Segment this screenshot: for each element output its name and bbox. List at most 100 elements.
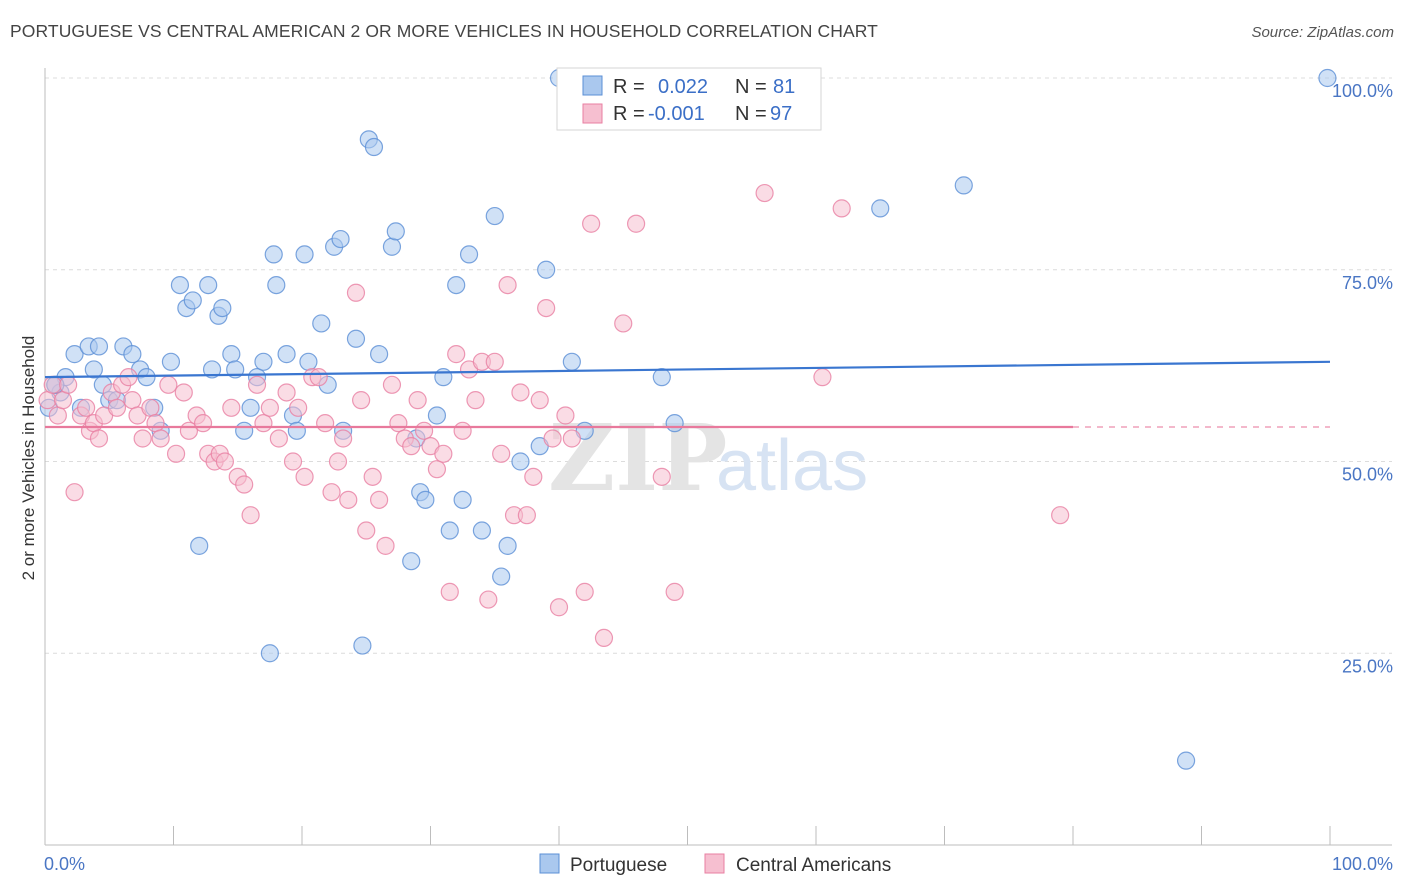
legend-r-label: R = xyxy=(613,76,645,98)
point-portuguese xyxy=(453,490,472,509)
point-central-americans xyxy=(235,475,254,494)
y-tick-label: 50.0% xyxy=(1342,465,1393,485)
point-portuguese xyxy=(511,452,530,471)
point-portuguese xyxy=(137,368,156,387)
point-central-americans xyxy=(524,467,543,486)
legend-n-value-portuguese: 81 xyxy=(773,76,795,98)
point-central-americans xyxy=(755,183,774,203)
point-portuguese xyxy=(537,260,556,279)
point-central-americans xyxy=(382,375,402,394)
point-central-americans xyxy=(254,414,273,433)
point-portuguese xyxy=(382,237,402,256)
point-central-americans xyxy=(389,414,408,433)
watermark-atlas: atlas xyxy=(716,426,868,506)
point-central-americans xyxy=(575,582,594,601)
bottom-legend-swatch-portuguese xyxy=(539,853,560,874)
point-portuguese xyxy=(472,521,491,540)
point-portuguese xyxy=(89,337,109,356)
bottom-legend-label-portuguese: Portuguese xyxy=(570,855,667,876)
point-central-americans xyxy=(562,429,581,448)
point-central-americans xyxy=(107,398,127,417)
point-central-americans xyxy=(427,460,447,479)
point-portuguese xyxy=(161,352,181,371)
point-portuguese xyxy=(485,206,504,226)
point-central-americans xyxy=(352,391,371,410)
bottom-legend-label-central-americans: Central Americans xyxy=(736,855,891,876)
point-central-americans xyxy=(537,299,556,318)
point-portuguese xyxy=(202,360,222,379)
y-axis-label: 2 or more Vehicles in Household xyxy=(19,336,38,581)
point-central-americans xyxy=(309,368,328,387)
point-central-americans xyxy=(277,383,296,402)
point-portuguese xyxy=(562,352,581,371)
point-central-americans xyxy=(346,283,366,302)
tick-labels: 25.0% 50.0% 75.0% 100.0% 0.0% 100.0% xyxy=(44,81,1393,874)
point-central-americans xyxy=(543,429,562,448)
point-portuguese xyxy=(260,644,279,663)
point-central-americans xyxy=(402,437,421,456)
point-central-americans xyxy=(376,536,395,555)
point-portuguese xyxy=(1176,751,1196,770)
point-central-americans xyxy=(334,429,353,448)
point-central-americans xyxy=(511,383,530,402)
point-portuguese xyxy=(1318,68,1337,88)
point-central-americans xyxy=(363,467,382,486)
point-portuguese xyxy=(123,345,142,364)
point-central-americans xyxy=(665,582,684,601)
point-central-americans xyxy=(466,391,485,410)
point-central-americans xyxy=(517,506,536,525)
x-tick-label: 0.0% xyxy=(44,854,85,874)
legend-r-label: R = xyxy=(613,103,645,125)
point-portuguese xyxy=(65,345,84,364)
trend-line-portuguese xyxy=(44,360,1331,379)
point-central-americans xyxy=(193,414,213,433)
point-portuguese xyxy=(312,314,331,333)
point-portuguese xyxy=(299,352,318,371)
point-central-americans xyxy=(141,398,160,417)
point-portuguese xyxy=(241,398,260,417)
point-portuguese xyxy=(264,245,283,264)
point-portuguese xyxy=(331,229,350,249)
point-portuguese xyxy=(447,275,466,295)
point-portuguese xyxy=(222,345,241,364)
axes xyxy=(44,68,1392,846)
point-portuguese xyxy=(871,199,890,218)
point-central-americans xyxy=(48,406,67,425)
point-central-americans xyxy=(77,398,96,417)
point-portuguese xyxy=(199,275,218,295)
legend-n-label: N = xyxy=(735,103,767,125)
point-portuguese xyxy=(277,345,296,364)
point-central-americans xyxy=(626,214,646,233)
point-portuguese xyxy=(416,490,435,509)
point-central-americans xyxy=(434,444,453,463)
point-central-americans xyxy=(479,590,498,609)
point-portuguese xyxy=(427,406,447,425)
point-central-americans xyxy=(151,429,170,448)
point-portuguese xyxy=(353,636,372,655)
point-central-americans xyxy=(146,414,165,433)
point-central-americans xyxy=(53,391,73,410)
point-portuguese xyxy=(386,222,405,241)
point-portuguese xyxy=(84,360,103,379)
point-central-americans xyxy=(59,375,78,394)
point-central-americans xyxy=(65,483,84,502)
point-central-americans xyxy=(556,406,575,425)
point-portuguese xyxy=(652,368,671,387)
point-portuguese xyxy=(170,275,190,295)
point-central-americans xyxy=(594,628,614,648)
point-central-americans xyxy=(123,391,142,410)
legend-n-label: N = xyxy=(735,76,767,98)
point-central-americans xyxy=(260,398,279,417)
point-central-americans xyxy=(289,398,308,417)
series-legend: Portuguese Central Americans xyxy=(539,853,891,876)
point-central-americans xyxy=(316,414,335,433)
point-portuguese xyxy=(364,137,384,157)
point-central-americans xyxy=(1051,506,1070,525)
point-portuguese xyxy=(492,567,511,586)
point-central-americans xyxy=(339,490,358,509)
point-central-americans xyxy=(174,383,193,402)
point-central-americans xyxy=(614,314,633,333)
point-central-americans xyxy=(215,452,234,471)
point-portuguese xyxy=(346,329,366,348)
